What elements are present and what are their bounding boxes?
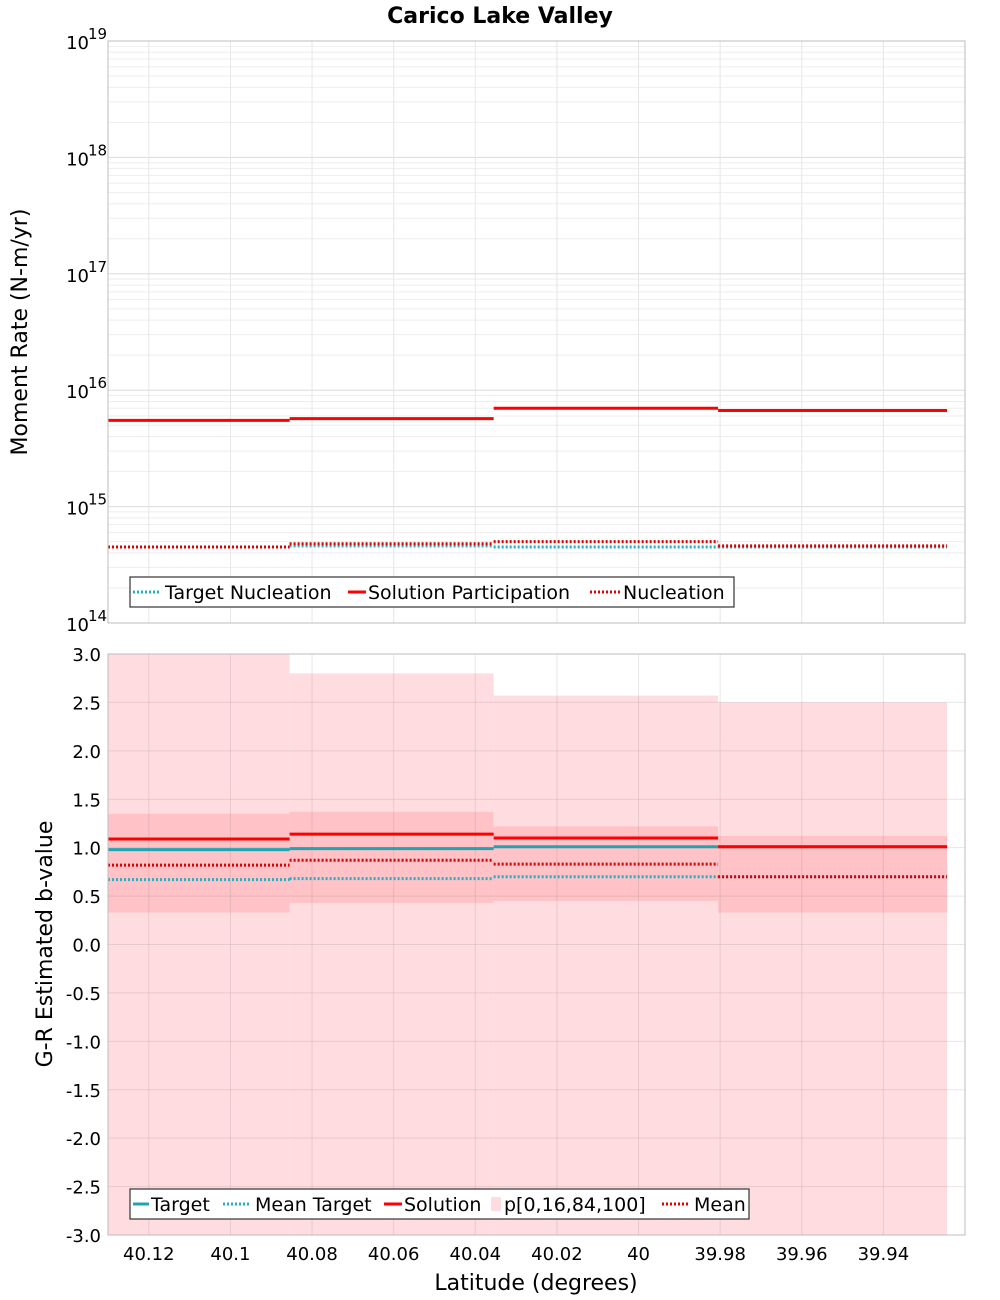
b-value-y-tick-label: -2.0 [66,1129,101,1150]
b-value-y-ticks: 3.0 2.5 2.0 1.5 1.0 0.5 0.0 -0.5 -1.0 -1.5 -2.0 -2.… [66,645,101,1247]
b-value-y-tick-label: 3.0 [72,645,101,666]
b-value-band-p16-p84 [108,813,290,913]
moment-rate-y-tick-exponent: 17 [88,258,107,276]
latitude-x-tick-label: 40.02 [531,1244,583,1265]
b-value-plot-frame [107,653,966,1236]
b-value-y-tick-label: -1.5 [66,1081,101,1102]
moment-rate-y-tick-exponent: 14 [88,607,107,625]
b-value-y-tick-label: 0.0 [72,936,101,957]
b-value-band-p0-p100 [493,695,719,1235]
b-value-y-tick-label: 1.5 [72,790,101,811]
b-value-band-p0-p100 [108,654,290,1235]
moment-rate-y-tick-exponent: 19 [88,25,107,43]
latitude-x-tick-label: 40.08 [286,1244,338,1265]
b-value-percentile-bands [108,654,948,1235]
moment-rate-y-tick-base: 10 [66,615,89,636]
b-value-band-p16-p84 [718,836,948,913]
legend-label-solution-participation: Solution Participation [368,582,570,604]
b-value-band-p0-p100 [289,673,494,1235]
b-value-y-tick-label: -1.0 [66,1032,101,1053]
b-value-y-tick-label: -2.5 [66,1178,101,1199]
b-value-y-axis-label: G-R Estimated b-value [33,821,58,1068]
legend-label-percentiles: p[0,16,84,100] [504,1194,646,1216]
latitude-x-tick-label: 39.94 [858,1244,910,1265]
legend-label-mean: Mean [694,1194,746,1216]
moment-rate-y-tick-base: 10 [66,266,89,287]
latitude-x-tick-label: 39.96 [776,1244,828,1265]
moment-rate-y-tick-base: 10 [66,382,89,403]
legend-label-target: Target [150,1194,210,1216]
moment-rate-plot-frame [107,40,966,624]
b-value-panel: 3.0 2.5 2.0 1.5 1.0 0.5 0.0 -0.5 -1.0 -1.5 -2.0 -2.… [33,645,966,1296]
moment-rate-y-tick-base: 10 [66,499,89,520]
legend-label-target-nucleation: Target Nucleation [164,582,332,604]
moment-rate-y-tick-exponent: 16 [88,374,107,392]
latitude-x-tick-label: 40.12 [123,1244,175,1265]
moment-rate-y-tick-base: 10 [66,149,89,170]
latitude-x-tick-label: 39.98 [694,1244,746,1265]
latitude-x-tick-label: 40.06 [368,1244,420,1265]
moment-rate-y-axis-label: Moment Rate (N-m/yr) [8,209,33,456]
latitude-x-axis-label: Latitude (degrees) [434,1271,637,1296]
latitude-x-ticks: 40.12 40.1 40.08 40.06 40.04 40.02 40 39.98 39.9… [123,1244,909,1265]
b-value-series [108,832,948,882]
legend-label-solution: Solution [404,1194,481,1216]
b-value-band-p16-p84 [289,811,494,903]
moment-rate-y-tick-exponent: 15 [88,491,107,509]
moment-rate-series [108,406,948,549]
b-value-y-tick-label: 2.5 [72,693,101,714]
moment-rate-legend-box [129,576,735,608]
b-value-legend-box [129,1188,750,1220]
b-value-legend: Target Mean Target Solution p[0,16,84,10… [129,1188,750,1220]
b-value-y-tick-label: 0.5 [72,887,101,908]
chart-title: Carico Lake Valley [387,4,613,29]
b-value-band-p0-p100 [718,702,948,1235]
b-value-y-tick-label: 2.0 [72,742,101,763]
legend-label-mean-target: Mean Target [255,1194,372,1216]
b-value-y-tick-label: -0.5 [66,984,101,1005]
legend-swatch-percentiles [491,1197,501,1211]
moment-rate-legend: Target Nucleation Solution Participation… [129,576,735,608]
latitude-x-tick-label: 40.1 [210,1244,250,1265]
b-value-y-tick-label: 1.0 [72,839,101,860]
moment-rate-y-tick-exponent: 18 [88,141,107,159]
latitude-x-tick-label: 40.04 [450,1244,502,1265]
legend-label-nucleation: Nucleation [623,582,725,604]
latitude-x-tick-label: 40 [627,1244,650,1265]
b-value-y-tick-label: -3.0 [66,1226,101,1247]
moment-rate-y-tick-base: 10 [66,33,89,54]
moment-rate-grid [108,41,965,624]
